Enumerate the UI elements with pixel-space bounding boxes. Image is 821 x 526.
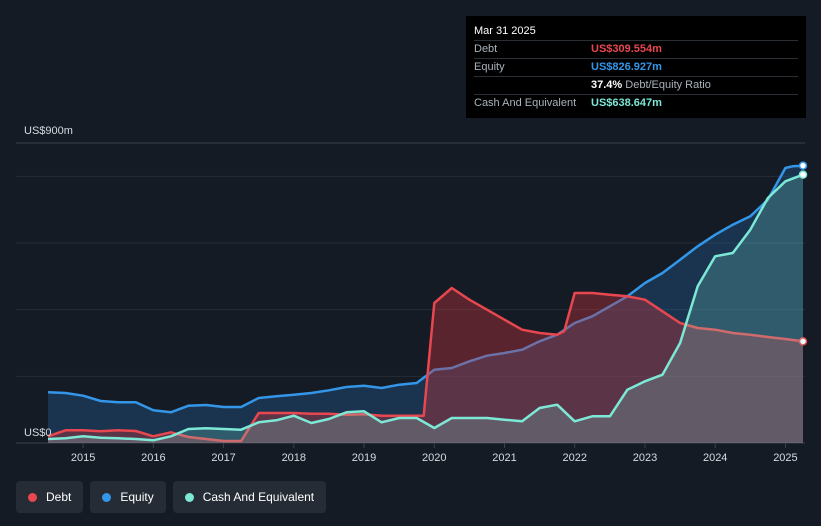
- legend-label-cash: Cash And Equivalent: [202, 490, 315, 504]
- x-tick-label: 2023: [633, 452, 657, 464]
- legend-item-cash[interactable]: Cash And Equivalent: [172, 481, 327, 513]
- x-tick-label: 2020: [422, 452, 446, 464]
- legend-label-equity: Equity: [120, 490, 154, 504]
- legend-dot-debt: [28, 492, 37, 502]
- area-equity: [48, 165, 803, 443]
- x-tick-label: 2016: [141, 452, 165, 464]
- area-cash-and-equivalent: [48, 174, 803, 443]
- x-tick-label: 2015: [71, 452, 95, 464]
- tooltip-label-cash: Cash And Equivalent: [474, 97, 577, 109]
- tooltip-row-ratio: 37.4% Debt/Equity Ratio: [474, 76, 798, 94]
- tooltip-label-equity: Equity: [474, 61, 505, 73]
- legend-dot-equity: [102, 492, 112, 502]
- tooltip-row-cash: Cash And Equivalent US$638.647m: [474, 94, 798, 112]
- line-cash-and-equivalent: [47, 173, 804, 442]
- tooltip-label-ratio: [474, 77, 591, 94]
- endpoint-equity: [798, 161, 808, 170]
- legend-dot-cash: [184, 492, 194, 502]
- x-tick-label: 2022: [563, 452, 587, 464]
- y-axis-bottom-label: US$0: [24, 427, 52, 439]
- chart-legend: Debt Equity Cash And Equivalent: [16, 481, 327, 513]
- legend-label-debt: Debt: [46, 490, 72, 504]
- x-tick-label: 2017: [211, 452, 235, 464]
- tooltip-panel: Mar 31 2025 Debt US$309.554m Equity US$8…: [466, 16, 806, 118]
- x-tick-label: 2021: [492, 452, 516, 464]
- series-layer: [47, 161, 808, 443]
- tooltip-row-equity: Equity US$826.927m: [474, 58, 798, 76]
- tooltip-value-cash: US$638.647m: [591, 97, 662, 109]
- tooltip-label-debt: Debt: [474, 43, 498, 55]
- y-axis-top-label: US$900m: [24, 125, 73, 137]
- x-tick-label: 2018: [282, 452, 306, 464]
- axis-layer: 2015 2016 2017 2018 2019 2020 2021 2022 2023 2024…: [71, 443, 798, 464]
- tooltip-ratio-caption: Debt/Equity Ratio: [625, 79, 711, 91]
- endpoint-cash-and-equivalent: [798, 170, 808, 179]
- line-equity: [47, 164, 804, 414]
- area-debt: [48, 288, 803, 443]
- grid-lines: [16, 142, 805, 444]
- tooltip-value-debt: US$309.554m: [591, 43, 662, 55]
- x-tick-label: 2024: [703, 452, 727, 464]
- tooltip-row-debt: Debt US$309.554m: [474, 40, 798, 58]
- tooltip-value-equity: US$826.927m: [591, 61, 662, 73]
- line-debt: [47, 286, 804, 443]
- x-tick-label: 2019: [352, 452, 376, 464]
- legend-item-debt[interactable]: Debt: [16, 481, 84, 513]
- legend-item-equity[interactable]: Equity: [90, 481, 166, 513]
- tooltip-value-ratio: 37.4%: [591, 79, 623, 91]
- x-tick-label: 2025: [773, 452, 797, 464]
- endpoint-debt: [798, 337, 808, 346]
- tooltip-date: Mar 31 2025: [474, 25, 536, 37]
